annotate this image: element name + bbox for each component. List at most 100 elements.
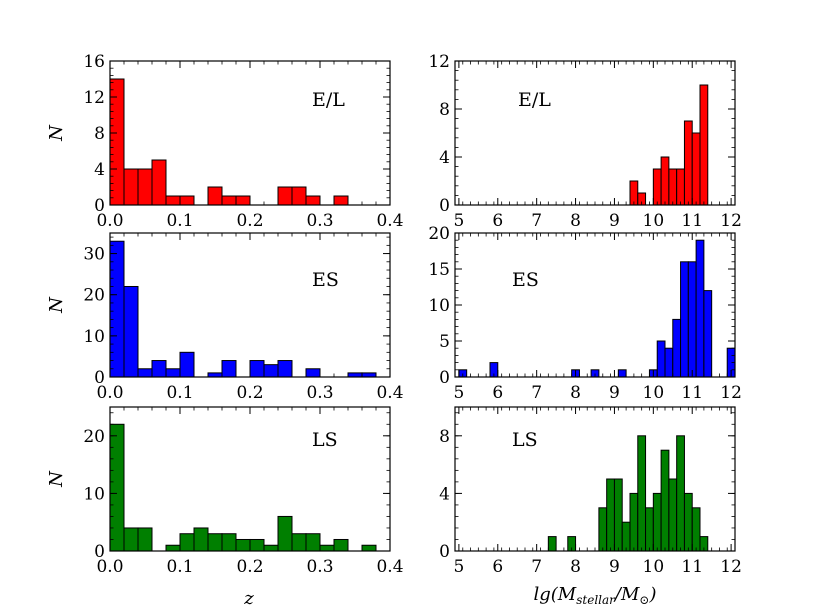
x-axis-label-mass-part: M	[620, 584, 640, 605]
x-tick-label: 7	[531, 557, 542, 577]
x-tick-label: 9	[609, 211, 620, 231]
x-tick-label: 7	[531, 211, 542, 231]
histogram-bar	[652, 492, 662, 552]
histogram-bar	[613, 478, 623, 552]
histogram-bar	[319, 544, 335, 552]
y-tick-label: 8	[439, 427, 450, 447]
histogram-bar	[333, 195, 349, 206]
y-tick-label: 4	[439, 484, 450, 504]
x-tick-label: 0.0	[96, 557, 123, 577]
histogram-bar	[676, 168, 685, 206]
panel-el-mass: 5 6 7 8 9 10 11 12 0 4 8 12 E/L	[428, 52, 742, 231]
histogram-bar	[151, 159, 167, 206]
histogram-bar	[621, 521, 631, 552]
histogram-bar	[660, 156, 670, 206]
histogram-bar	[137, 168, 153, 206]
y-tick-label: 12	[83, 88, 105, 108]
x-tick-label: 12	[720, 211, 742, 231]
histogram-bar	[361, 544, 377, 552]
histogram-bar	[664, 347, 674, 378]
y-tick-label: 15	[428, 260, 450, 280]
panel-es-z: 0.0 0.1 0.2 0.3 0.4 0 10 20 30 ES N	[46, 232, 404, 403]
y-tick-label: 12	[428, 52, 450, 72]
histogram-bar	[235, 195, 251, 206]
x-tick-label: 0.2	[236, 383, 263, 403]
x-tick-label: 7	[531, 383, 542, 403]
histogram-bar	[695, 239, 705, 378]
y-tick-label: 0	[439, 542, 450, 562]
panel-label: LS	[512, 429, 538, 451]
x-axis-label-mass-part: stellar	[576, 593, 616, 607]
x-tick-label: 6	[492, 211, 503, 231]
histogram-bar	[291, 533, 307, 552]
histogram-bar	[123, 168, 139, 206]
y-tick-label: 0	[94, 196, 105, 216]
x-axis-label-mass-part: ⊙	[639, 593, 649, 607]
histogram-bar	[680, 261, 689, 378]
histogram-bar	[691, 507, 701, 552]
histogram-bar	[305, 533, 321, 552]
histogram-bar	[123, 527, 139, 552]
y-tick-label: 0	[94, 368, 105, 388]
histogram-bar	[668, 478, 678, 552]
histogram-bar	[333, 538, 349, 552]
histogram-bar	[629, 180, 639, 206]
x-tick-label: 0.3	[306, 557, 333, 577]
histogram-bar	[691, 132, 701, 206]
x-tick-label: 5	[453, 557, 464, 577]
x-tick-label: 8	[570, 211, 581, 231]
y-tick-label: 0	[439, 368, 450, 388]
y-tick-label: 20	[428, 224, 450, 244]
y-tick-label: 4	[439, 148, 450, 168]
histogram-bar	[179, 351, 195, 378]
histogram-bar	[598, 507, 608, 552]
x-axis-label-mass-part: lg(	[533, 584, 558, 605]
x-tick-label: 0.1	[166, 211, 193, 231]
y-axis-label: N	[46, 124, 67, 142]
x-tick-label: 11	[681, 211, 703, 231]
histogram-bar	[137, 527, 153, 552]
histogram-bar	[629, 492, 639, 552]
x-axis-label-mass-part: )	[648, 584, 656, 605]
histogram-bar	[668, 168, 678, 206]
histogram-bar	[109, 78, 125, 206]
x-tick-label: 0.4	[376, 557, 403, 577]
histogram-bar	[221, 195, 237, 206]
histogram-bar	[361, 372, 377, 378]
x-tick-label: 9	[609, 383, 620, 403]
histogram-bar	[109, 423, 125, 552]
x-tick-label: 10	[643, 383, 665, 403]
histogram-bar	[165, 195, 181, 206]
histogram-bar	[151, 360, 167, 378]
histogram-bar	[263, 544, 279, 552]
x-tick-label: 0.3	[306, 211, 333, 231]
panel-ls-z: 0.0 0.1 0.2 0.3 0.4 0 10 20 LS N	[46, 406, 404, 577]
histogram-bar	[683, 120, 693, 206]
panel-label: E/L	[518, 89, 551, 111]
histogram-bar	[637, 435, 647, 552]
histogram-bar	[179, 533, 195, 552]
x-tick-label: 0.0	[96, 383, 123, 403]
histogram-bar	[617, 369, 627, 378]
panel-label: E/L	[312, 89, 345, 111]
histogram-bar	[249, 360, 265, 378]
y-tick-label: 4	[94, 160, 105, 180]
x-tick-label: 8	[570, 557, 581, 577]
histogram-bar	[277, 360, 293, 378]
panel-ls-mass: 5 6 7 8 9 10 11 12 0 4 8 LS	[439, 406, 742, 577]
histogram-bar	[123, 285, 139, 378]
x-tick-label: 6	[492, 557, 503, 577]
x-tick-label: 0.1	[166, 557, 193, 577]
y-tick-label: 0	[94, 542, 105, 562]
x-tick-label: 0.4	[376, 211, 403, 231]
y-tick-label: 16	[83, 52, 105, 72]
y-tick-label: 10	[428, 296, 450, 316]
histogram-bar	[703, 290, 713, 378]
x-tick-label: 5	[453, 383, 464, 403]
x-axis-label-mass: lg(Mstellar/M⊙)	[533, 584, 656, 607]
histogram-bar	[652, 168, 662, 206]
histogram-bar	[645, 507, 654, 552]
histogram-bar	[699, 84, 709, 206]
histogram-bar	[277, 186, 293, 206]
